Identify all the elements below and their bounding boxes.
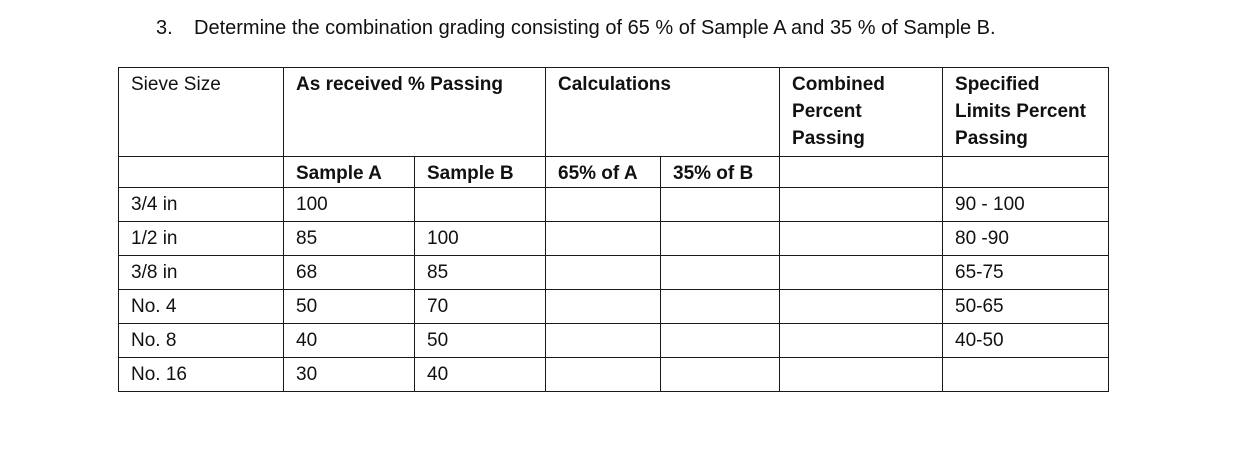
cell-combined[interactable] (779, 357, 944, 392)
subheader-sample-b: Sample B (414, 156, 546, 188)
cell-sample-b: 50 (414, 323, 546, 358)
cell-sieve: 3/4 in (118, 187, 284, 222)
cell-limits: 80 -90 (942, 221, 1110, 256)
table-row: 1/2 in 85 100 80 -90 (118, 221, 1110, 256)
table-row: No. 16 30 40 (118, 357, 1110, 392)
cell-calc-a[interactable] (545, 255, 661, 290)
header-specified: Specified Limits Percent Passing (942, 67, 1110, 157)
question-text: 3. Determine the combination grading cons… (156, 17, 996, 40)
cell-combined[interactable] (779, 323, 944, 358)
cell-combined[interactable] (779, 255, 944, 290)
cell-calc-b[interactable] (659, 221, 781, 256)
cell-calc-b[interactable] (659, 255, 781, 290)
header-sieve-size: Sieve Size (118, 67, 284, 157)
cell-limits: 40-50 (942, 323, 1110, 358)
header-specified-line-2: Limits Percent (955, 101, 1086, 122)
cell-sieve: 3/8 in (118, 255, 284, 290)
table-row: No. 4 50 70 50-65 (118, 289, 1110, 324)
cell-calc-b[interactable] (659, 323, 781, 358)
cell-sieve: No. 8 (118, 323, 284, 358)
cell-sample-a: 100 (283, 187, 415, 222)
header-combined-line-2: Percent (792, 101, 862, 122)
subheader-empty-sieve (118, 156, 284, 188)
header-as-received: As received % Passing (283, 67, 546, 157)
question-body: Determine the combination grading consis… (194, 17, 996, 39)
cell-sieve: No. 4 (118, 289, 284, 324)
cell-calc-a[interactable] (545, 323, 661, 358)
cell-sample-a: 68 (283, 255, 415, 290)
header-specified-line-1: Specified (955, 74, 1040, 95)
cell-sieve: 1/2 in (118, 221, 284, 256)
cell-limits: 50-65 (942, 289, 1110, 324)
cell-sample-a: 40 (283, 323, 415, 358)
cell-combined[interactable] (779, 221, 944, 256)
table-row: 3/8 in 68 85 65-75 (118, 255, 1110, 290)
table-row: No. 8 40 50 40-50 (118, 323, 1110, 358)
cell-sample-b: 70 (414, 289, 546, 324)
header-row: Sieve Size As received % Passing Calcula… (118, 67, 1110, 157)
cell-sample-a: 30 (283, 357, 415, 392)
subheader-empty-combined (779, 156, 944, 188)
cell-calc-b[interactable] (659, 187, 781, 222)
cell-sample-a: 85 (283, 221, 415, 256)
subheader-pct-a: 65% of A (545, 156, 661, 188)
cell-combined[interactable] (779, 289, 944, 324)
header-combined-line-1: Combined (792, 74, 885, 95)
cell-sample-b: 40 (414, 357, 546, 392)
subheader-pct-b: 35% of B (659, 156, 781, 188)
cell-sample-b (414, 187, 546, 222)
header-combined-line-3: Passing (792, 128, 865, 149)
cell-calc-b[interactable] (659, 357, 781, 392)
subheader-row: Sample A Sample B 65% of A 35% of B (118, 156, 1110, 188)
question-number: 3. (156, 17, 173, 39)
cell-sample-b: 100 (414, 221, 546, 256)
cell-calc-a[interactable] (545, 289, 661, 324)
cell-calc-a[interactable] (545, 357, 661, 392)
cell-calc-a[interactable] (545, 187, 661, 222)
cell-combined[interactable] (779, 187, 944, 222)
header-calculations: Calculations (544, 67, 781, 157)
header-specified-line-3: Passing (955, 128, 1028, 149)
cell-limits (942, 357, 1110, 392)
grading-table: Sieve Size As received % Passing Calcula… (118, 67, 1110, 392)
header-combined: Combined Percent Passing (779, 67, 944, 157)
cell-limits: 65-75 (942, 255, 1110, 290)
cell-calc-b[interactable] (659, 289, 781, 324)
cell-sample-b: 85 (414, 255, 546, 290)
subheader-sample-a: Sample A (283, 156, 415, 188)
cell-sieve: No. 16 (118, 357, 284, 392)
table-row: 3/4 in 100 90 - 100 (118, 187, 1110, 222)
cell-calc-a[interactable] (545, 221, 661, 256)
cell-sample-a: 50 (283, 289, 415, 324)
cell-limits: 90 - 100 (942, 187, 1110, 222)
subheader-empty-specified (942, 156, 1110, 188)
